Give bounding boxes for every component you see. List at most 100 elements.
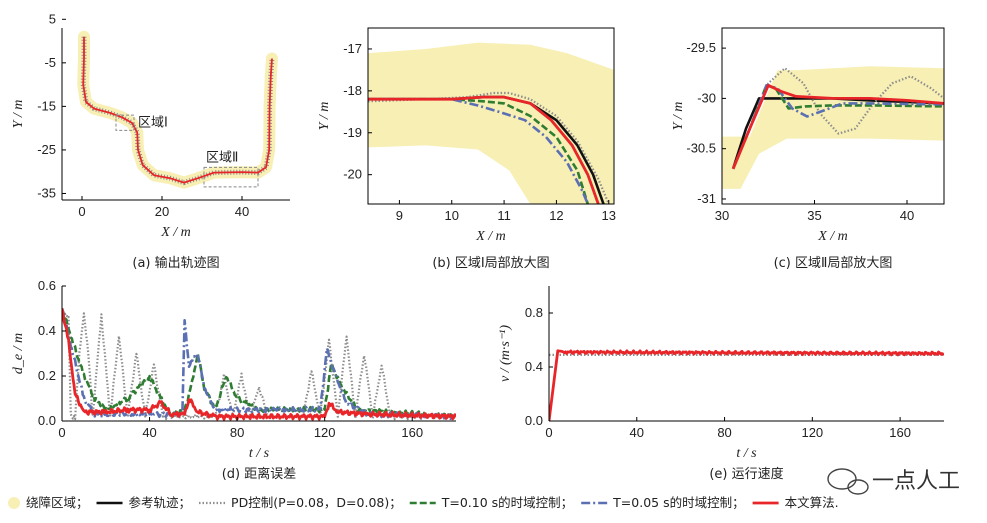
x-tick-label: 9 bbox=[396, 208, 403, 223]
wechat-bubble bbox=[847, 479, 869, 495]
caption-a: (a) 输出轨迹图 bbox=[132, 255, 219, 271]
x-tick-label: 40 bbox=[142, 425, 156, 440]
panel-c: 30 35 40 -31 -30.5 -30 -29.5 X / m Y / m (c) 区域Ⅱ局… bbox=[671, 27, 945, 271]
legend-item-t005: T=0.05 s的时域控制； bbox=[581, 495, 745, 510]
axes-frame bbox=[367, 27, 615, 205]
x-tick-label: 30 bbox=[715, 208, 729, 223]
y-tick-label: -30 bbox=[697, 90, 716, 105]
x-tick-label: 80 bbox=[717, 425, 731, 440]
y-tick-label: -29.5 bbox=[686, 40, 716, 55]
x-tick-label: 40 bbox=[630, 425, 644, 440]
y-tick-label: 5 bbox=[49, 11, 56, 26]
legend-label: T=0.10 s的时域控制； bbox=[441, 495, 573, 510]
plot-area-e bbox=[549, 349, 944, 421]
x-axis-label: X / m bbox=[160, 225, 191, 240]
y-tick-label: -25 bbox=[37, 142, 56, 157]
y-axis-label: v / (m·s⁻¹) bbox=[498, 325, 513, 382]
panel-d: 0 40 80 120 160 0.0 0.2 0.4 0.6 t / s d_e / m (d) 距… bbox=[11, 278, 456, 482]
x-tick-label: 80 bbox=[230, 425, 244, 440]
y-tick-label: -18 bbox=[343, 83, 362, 98]
caption-b: (b) 区域Ⅰ局部放大图 bbox=[432, 256, 549, 271]
panel-b: 9 10 11 12 13 -20 -19 -18 -17 X / m Y / m (b) 区域Ⅰ局部… bbox=[317, 27, 616, 271]
zone-band bbox=[722, 66, 944, 189]
legend-label: T=0.05 s的时域控制； bbox=[612, 495, 744, 510]
legend-item-zone: 绕障区域； bbox=[8, 495, 89, 510]
panel-e: 0 40 80 120 160 0.0 0.4 0.8 t / s v / (m·s⁻¹) (e) … bbox=[498, 286, 944, 482]
y-tick-label: -19 bbox=[343, 125, 362, 140]
x-tick-label: 11 bbox=[497, 208, 511, 223]
legend-item-ours: 本文算法. bbox=[752, 495, 839, 510]
wechat-bubble bbox=[827, 468, 857, 490]
x-tick-label: 40 bbox=[900, 208, 914, 223]
series-ours bbox=[368, 95, 600, 204]
x-axis-label: t / s bbox=[249, 446, 270, 461]
series-t005 bbox=[731, 84, 944, 170]
y-axis-label: Y / m bbox=[11, 100, 26, 129]
legend-label: PD控制(P=0.08，D=0.08)； bbox=[231, 495, 402, 510]
zone-band bbox=[368, 42, 614, 204]
x-tick-label: 0 bbox=[78, 204, 85, 219]
plot-area-b bbox=[368, 42, 614, 204]
x-axis-label: X / m bbox=[475, 229, 506, 244]
x-tick-label: 0 bbox=[545, 425, 552, 440]
series-ours bbox=[731, 83, 944, 170]
y-tick-label: 0.0 bbox=[525, 413, 543, 428]
zone-band bbox=[77, 30, 278, 189]
series-ours bbox=[82, 36, 273, 184]
annotation-region-1: 区域Ⅰ bbox=[138, 115, 168, 130]
wechat-icon bbox=[827, 468, 869, 495]
caption-c: (c) 区域Ⅱ局部放大图 bbox=[774, 256, 893, 271]
y-tick-label: 0.4 bbox=[38, 323, 56, 338]
legend-label: 本文算法. bbox=[785, 495, 839, 510]
axes-a: 0 20 40 -35 -25 -15 -5 5 X / m Y / m bbox=[11, 11, 290, 240]
legend-swatch-zone bbox=[8, 497, 20, 509]
region-box-1 bbox=[115, 114, 135, 131]
axes-frame bbox=[721, 27, 945, 205]
legend-label: 绕障区域； bbox=[26, 495, 89, 510]
legend-item-pd: PD控制(P=0.08，D=0.08)； bbox=[199, 495, 402, 510]
x-tick-label: 160 bbox=[889, 425, 911, 440]
series-t010 bbox=[731, 84, 944, 170]
series-ours bbox=[549, 349, 944, 421]
y-tick-label: -17 bbox=[343, 41, 362, 56]
plot-area-c bbox=[722, 66, 944, 189]
series-t005 bbox=[62, 308, 456, 420]
series-reference bbox=[731, 97, 944, 170]
y-tick-label: 0.2 bbox=[38, 368, 56, 383]
y-axis-label: Y / m bbox=[317, 102, 332, 131]
caption-d: (d) 距离误差 bbox=[222, 466, 297, 482]
plot-area-d bbox=[62, 307, 456, 421]
legend-label: 参考轨迹； bbox=[129, 495, 192, 510]
y-tick-label: -15 bbox=[37, 98, 56, 113]
x-tick-label: 35 bbox=[807, 208, 821, 223]
axes-c: 30 35 40 -31 -30.5 -30 -29.5 X / m Y / m bbox=[671, 27, 945, 244]
x-tick-label: 10 bbox=[445, 208, 459, 223]
y-tick-label: 0.4 bbox=[525, 359, 543, 374]
x-axis-label: X / m bbox=[817, 229, 848, 244]
y-tick-label: -31 bbox=[697, 191, 716, 206]
legend-item-reference: 参考轨迹； bbox=[96, 495, 192, 510]
panel-a: 区域Ⅰ 区域Ⅱ 0 20 40 -35 -25 -15 -5 5 X / m Y / m (a) 输出轨… bbox=[11, 11, 290, 271]
series-t005 bbox=[368, 97, 590, 204]
watermark-text: 一点人工 bbox=[872, 469, 960, 494]
legend: 绕障区域； 参考轨迹； PD控制(P=0.08，D=0.08)； T=0.10 s的时… bbox=[8, 495, 839, 510]
region-box-2 bbox=[203, 166, 259, 188]
series-pd bbox=[732, 67, 944, 170]
x-tick-label: 12 bbox=[549, 208, 563, 223]
y-tick-label: 0.0 bbox=[38, 413, 56, 428]
x-tick-label: 120 bbox=[801, 425, 823, 440]
y-tick-label: 0.8 bbox=[525, 305, 543, 320]
annotation-region-2: 区域Ⅱ bbox=[206, 150, 238, 165]
series-t010 bbox=[368, 97, 590, 204]
y-tick-label: -35 bbox=[37, 185, 56, 200]
y-axis-label: Y / m bbox=[671, 102, 686, 131]
x-tick-label: 160 bbox=[401, 425, 423, 440]
axes-b: 9 10 11 12 13 -20 -19 -18 -17 X / m Y / m bbox=[317, 27, 616, 244]
y-tick-label: -5 bbox=[44, 55, 56, 70]
axes-d: 0 40 80 120 160 0.0 0.2 0.4 0.6 t / s d_e / m bbox=[11, 278, 456, 461]
plot-area-a bbox=[77, 30, 278, 189]
x-axis-label: t / s bbox=[736, 446, 757, 461]
x-tick-label: 0 bbox=[58, 425, 65, 440]
x-tick-label: 120 bbox=[314, 425, 336, 440]
